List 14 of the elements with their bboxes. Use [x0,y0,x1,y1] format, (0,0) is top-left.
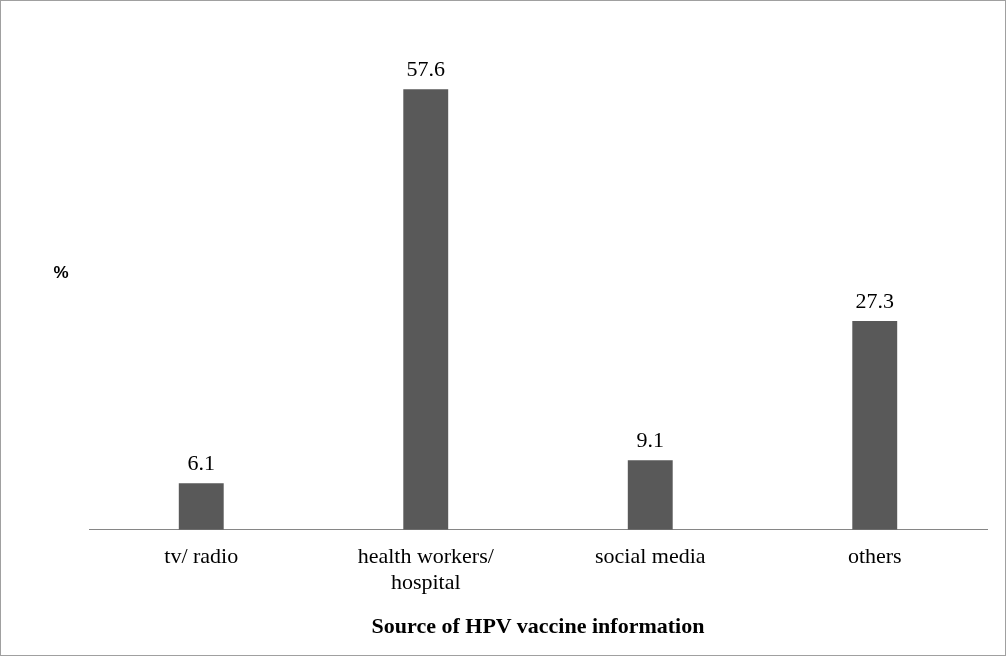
bar [178,483,224,530]
x-tick-label: others [847,542,902,568]
bar [403,89,449,530]
bar [852,321,898,530]
y-axis-title: % [53,262,69,282]
bar [627,460,673,530]
x-axis-title: Source of HPV vaccine information [371,613,705,639]
data-label: 27.3 [855,287,894,313]
x-tick-label: social media [594,542,706,568]
x-tick-label: health workers/ hospital [357,542,495,595]
data-label: 9.1 [636,427,664,452]
data-label: 6.1 [187,449,215,475]
x-tick-label: tv/ radio [164,542,239,568]
data-label: 57.6 [406,56,445,82]
